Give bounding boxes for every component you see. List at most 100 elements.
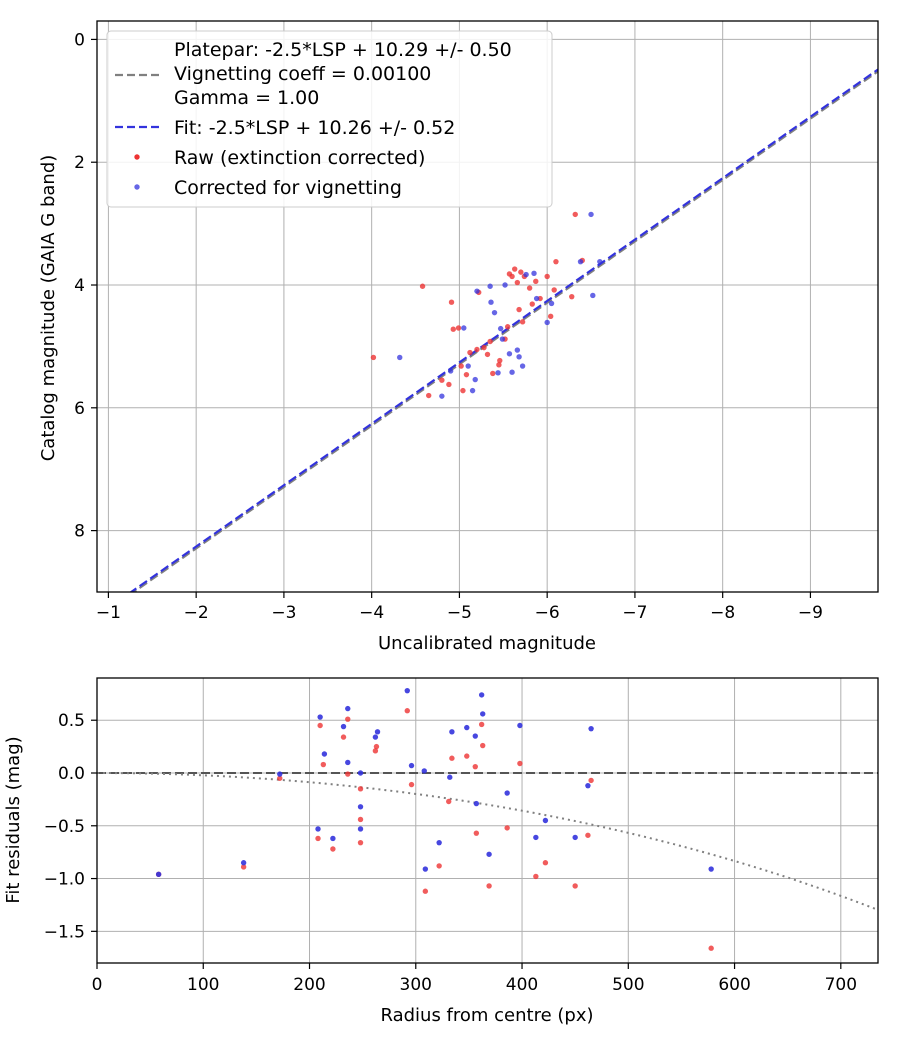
residuals-plot-y-ticks: 0.5 0.0 −0.5 −1.0 −1.5 [44,711,97,942]
legend-box [106,30,553,208]
raw-data-point [509,273,515,280]
corrected-data-point [590,292,596,299]
corrected-residual-point [588,725,594,732]
corrected-data-point [548,300,555,307]
raw-residual-point [372,748,379,754]
raw-data-point [514,279,521,286]
corrected-residual-point [404,687,410,694]
raw-data-point [526,285,533,291]
corrected-data-point [495,370,501,376]
raw-data-point [474,346,480,353]
corrected-residual-point [572,834,578,841]
y-tick-label: −1.0 [44,870,85,890]
corrected-residual-point [317,714,323,720]
residuals-plot-y-axis-label: Fit residuals (mag) [3,736,24,903]
y-tick-label: 0.0 [58,764,85,784]
residuals-plot-grid [96,678,878,963]
raw-residual-point [446,798,452,805]
magnitude-plot: −1 −2 −3 −4 −5 −6 −7 −8 −9 0 2 4 6 8 Uncalibrated ma… [38,20,879,654]
raw-residual-point [330,846,336,852]
raw-data-point [446,381,452,388]
raw-residual-point [480,742,486,749]
magnitude-plot-y-axis-label: Catalog magnitude (GAIA G band) [38,155,59,462]
corrected-residual-point [330,835,336,842]
raw-residual-point [320,761,327,768]
fit-line-platepar [131,70,878,592]
corrected-residual-point [542,817,549,824]
raw-data-point [547,313,554,320]
raw-residual-point [585,832,591,838]
corrected-data-point [577,258,584,265]
corrected-data-point [497,325,504,332]
x-tick-label: 0 [92,975,103,995]
raw-residual-point [504,825,510,831]
x-tick-label: 200 [293,975,325,995]
y-tick-label: 8 [74,522,85,542]
corrected-residual-point [436,839,442,846]
raw-data-point [504,324,511,330]
magnitude-plot-x-ticks: −1 −2 −3 −4 −5 −6 −7 −8 −9 [96,592,823,623]
raw-residual-point [464,753,470,759]
corrected-data-point [506,351,513,357]
corrected-data-point [439,393,445,399]
vignetting-curve [96,772,879,911]
corrected-residual-point [478,692,485,698]
corrected-data-point [472,376,478,383]
x-tick-label: −5 [447,603,472,623]
raw-data-point [426,392,432,399]
raw-data-point [448,299,455,305]
magnitude-plot-y-ticks: 0 2 4 6 8 [74,30,97,542]
raw-residual-point [345,716,351,722]
residuals-plot-x-ticks: 0 100 200 300 400 500 600 700 [92,963,857,995]
x-tick-label: 100 [187,975,219,995]
corrected-data-point [465,363,471,369]
raw-residual-point [240,864,247,870]
corrected-residual-point [277,771,283,777]
residuals-plot-frame [96,677,879,964]
x-tick-label: −2 [184,603,209,623]
raw-data-point [460,387,466,394]
corrected-data-point [487,283,493,289]
corrected-data-point [474,288,480,294]
raw-data-point [497,357,503,364]
corrected-data-point [502,282,508,288]
corrected-residual-point [357,804,364,810]
x-tick-label: 700 [825,975,857,995]
corrected-data-point [519,363,526,369]
raw-data-point [481,344,487,351]
raw-residual-point [436,863,442,869]
raw-data-point [519,319,526,325]
y-tick-label: 2 [74,153,85,173]
x-tick-label: −6 [535,603,560,623]
raw-residual-point [588,777,594,784]
y-tick-label: 4 [74,276,85,296]
corrected-data-point [461,325,467,331]
y-tick-label: 0 [74,30,85,50]
raw-residual-point [317,722,323,729]
x-tick-label: −1 [96,603,121,623]
x-tick-label: −3 [271,603,296,623]
legend-vignetting-label: Vignetting coeff = 0.00100 [174,63,431,85]
corrected-residual-point [374,729,381,735]
raw-residual-point [708,945,714,951]
raw-residual-point [517,760,523,767]
corrected-residual-point [321,751,328,757]
corrected-residual-point [155,871,162,878]
raw-data-point [551,287,557,293]
corrected-data-point [447,368,454,374]
raw-data-point [516,306,522,313]
raw-residual-point [340,734,347,740]
raw-residual-point [345,771,351,777]
raw-residual-point [473,830,480,836]
magnitude-plot-x-axis-label: Uncalibrated magnitude [378,633,596,654]
corrected-residual-point [357,826,364,832]
raw-data-point [439,377,445,383]
raw-data-point [450,326,456,332]
raw-data-point [467,349,473,356]
raw-data-point [553,258,559,265]
raw-residual-point [478,721,485,728]
corrected-residual-point [408,762,415,769]
raw-residual-point [357,786,364,792]
raw-data-point [370,354,377,361]
